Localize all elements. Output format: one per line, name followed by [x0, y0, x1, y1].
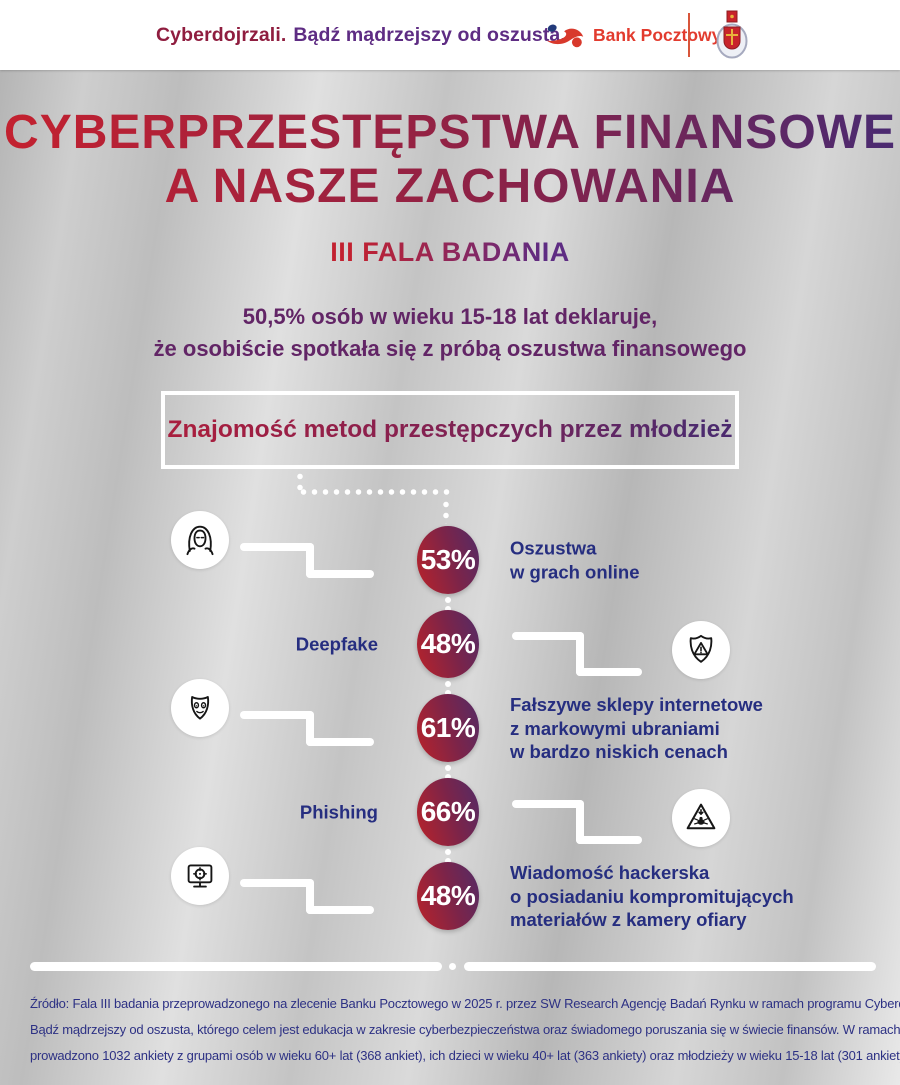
dotted-connector-vertical [296, 471, 304, 492]
gap-dot [445, 606, 451, 612]
stat-circle: 53% [417, 526, 479, 594]
gap-dot [445, 681, 451, 687]
bank-pocztowy-logo-icon [544, 19, 586, 51]
stat-value: 53% [420, 544, 476, 575]
gap-dot [445, 690, 451, 696]
stat-label: Oszustwa w grach online [510, 537, 640, 583]
intro-line-2: że osobiście spotkała się z próbą oszust… [153, 336, 747, 361]
title-line-1: CYBERPRZESTĘPSTWA FINANSOWE [0, 106, 900, 160]
brand-text: Cyberdojrzali. Bądź mądrzejszy od oszust… [156, 0, 566, 70]
theater-mask-icon [171, 679, 229, 737]
stat-value: 48% [420, 880, 476, 911]
subtitle: III FALA BADANIA [330, 237, 570, 267]
section-box-title: Znajomość metod przestępczych przez młod… [167, 416, 733, 443]
monitor-target-icon [171, 847, 229, 905]
bug-warning-icon [672, 789, 730, 847]
bottom-bar-right [464, 962, 876, 971]
dotted-connector-horizontal [298, 488, 450, 496]
gap-dot [445, 774, 451, 780]
intro-text: 50,5% osób w wieku 15-18 lat deklaruje, … [0, 301, 900, 365]
bottom-bar-dot [449, 963, 456, 970]
intro-line-1: 50,5% osób w wieku 15-18 lat deklaruje, [242, 304, 658, 329]
footer-text: Źródło: Fala III badania przeprowadzoneg… [30, 991, 900, 1069]
dotted-connector-vertical [442, 499, 450, 524]
stat-circle: 61% [417, 694, 479, 762]
bank-pocztowy-logo: Bank Pocztowy [544, 0, 721, 70]
stat-label: Phishing [299, 801, 378, 823]
stat-label: Wiadomość hackerska o posiadaniu komprom… [510, 861, 794, 930]
bank-name: Bank Pocztowy [593, 24, 722, 45]
university-crest-icon [712, 9, 752, 61]
main-title: CYBERPRZESTĘPSTWA FINANSOWE A NASZE ZACH… [0, 106, 900, 214]
header-divider [688, 13, 690, 57]
gap-dot [445, 849, 451, 855]
bottom-bar-left [30, 962, 442, 971]
stat-value: 48% [420, 628, 476, 659]
footer-line-3: prowadzono 1032 ankiety z grupami osób w… [30, 1048, 900, 1063]
hacker-hood-icon [171, 511, 229, 569]
footer-line-1: Źródło: Fala III badania przeprowadzoneg… [30, 996, 900, 1011]
gap-dot [445, 597, 451, 603]
stat-circle: 48% [417, 862, 479, 930]
stat-label: Fałszywe sklepy internetowe z markowymi … [510, 693, 763, 762]
gap-dot [445, 765, 451, 771]
stat-value: 61% [420, 712, 476, 743]
stat-value: 66% [420, 796, 476, 827]
title-line-2: A NASZE ZACHOWANIA [0, 160, 900, 214]
brand-secondary: Bądź mądrzejszy od oszusta. [293, 23, 566, 46]
footer-line-2: Bądź mądrzejszy od oszusta, którego cele… [30, 1022, 900, 1037]
gap-dot [445, 858, 451, 864]
stat-label: Deepfake [295, 633, 378, 655]
shield-warning-icon [672, 621, 730, 679]
top-bar: Cyberdojrzali. Bądź mądrzejszy od oszust… [0, 0, 900, 70]
stat-circle: 66% [417, 778, 479, 846]
stat-circle: 48% [417, 610, 479, 678]
brand-primary: Cyberdojrzali. [156, 23, 287, 46]
section-box: Znajomość metod przestępczych przez młod… [161, 391, 739, 469]
